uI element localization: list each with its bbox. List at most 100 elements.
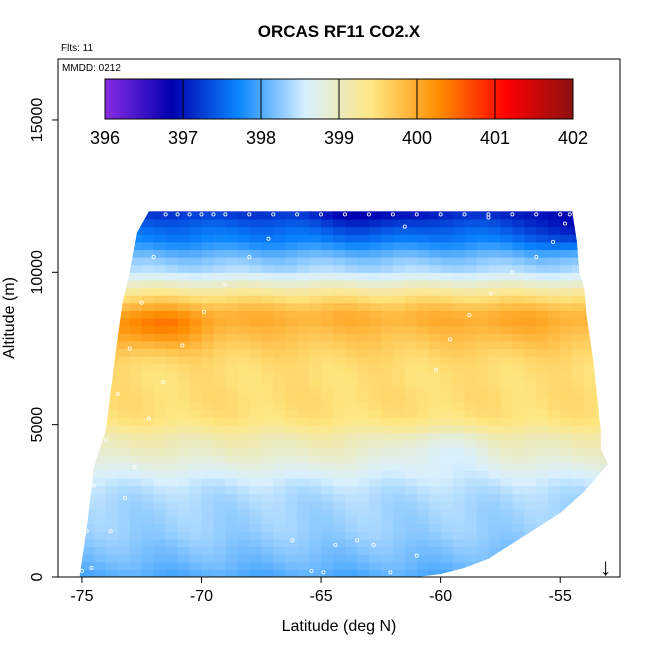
co2-cell: [81, 470, 95, 479]
co2-cell: [596, 279, 609, 289]
co2-cell: [356, 211, 370, 220]
co2-cell: [584, 295, 597, 304]
co2-cell: [500, 325, 513, 334]
co2-cell: [79, 356, 83, 365]
co2-cell: [249, 447, 262, 456]
co2-cell: [476, 462, 490, 471]
co2-cell: [476, 569, 490, 577]
co2-cell: [560, 409, 573, 418]
co2-cell: [608, 485, 609, 494]
co2-cell: [79, 218, 83, 228]
co2-cell: [536, 287, 549, 296]
co2-cell: [344, 333, 358, 342]
co2-cell: [596, 302, 609, 311]
co2-cell: [249, 363, 262, 372]
co2-cell: [464, 508, 478, 517]
co2-cell: [476, 218, 490, 228]
co2-cell: [464, 409, 478, 418]
co2-cell: [237, 424, 250, 433]
co2-cell: [512, 340, 525, 350]
co2-cell: [464, 531, 478, 540]
co2-cell: [512, 569, 525, 577]
co2-cell: [333, 409, 346, 418]
flight-track-point: [558, 212, 563, 217]
co2-cell: [105, 561, 119, 570]
co2-cell: [452, 257, 466, 266]
co2-cell: [368, 356, 382, 365]
co2-cell: [201, 371, 215, 380]
co2-cell: [344, 546, 358, 555]
co2-cell: [237, 356, 250, 365]
co2-cell: [440, 264, 454, 273]
co2-cell: [440, 325, 454, 334]
co2-cell: [81, 287, 95, 296]
co2-cell: [285, 508, 298, 517]
co2-cell: [560, 318, 573, 327]
co2-cell: [333, 272, 346, 281]
co2-cell: [548, 538, 561, 548]
co2-cell: [548, 485, 561, 494]
co2-cell: [237, 218, 250, 228]
co2-cell: [464, 516, 478, 525]
co2-cell: [285, 272, 298, 281]
co2-cell: [285, 493, 298, 502]
co2-cell: [285, 302, 298, 311]
x-tick-label: -60: [429, 588, 452, 605]
flight-track-point: [84, 529, 89, 534]
co2-cell: [129, 279, 143, 289]
co2-cell: [333, 378, 346, 388]
sample-point: [488, 291, 493, 296]
co2-cell: [524, 257, 537, 266]
co2-cell: [321, 249, 334, 258]
co2-cell: [524, 394, 537, 403]
co2-cell: [440, 241, 454, 251]
co2-cell: [572, 325, 585, 334]
co2-cell: [285, 211, 298, 212]
co2-cell: [356, 470, 370, 479]
co2-cell: [464, 477, 478, 487]
co2-cell: [153, 516, 167, 525]
co2-cell: [536, 439, 549, 449]
co2-cell: [225, 462, 238, 471]
co2-cell: [392, 272, 406, 281]
co2-cell: [356, 249, 370, 258]
co2-cell: [333, 401, 346, 411]
co2-cell: [93, 211, 107, 212]
co2-cell: [165, 340, 179, 350]
co2-cell: [512, 378, 525, 388]
co2-cell: [584, 424, 597, 433]
co2-cell: [285, 356, 298, 365]
co2-cell: [297, 211, 310, 212]
co2-cell: [177, 333, 191, 342]
co2-cell: [225, 318, 238, 327]
co2-cell: [440, 386, 454, 395]
co2-cell: [333, 394, 346, 403]
co2-cell: [440, 234, 454, 243]
co2-cell: [165, 523, 179, 532]
co2-cell: [440, 249, 454, 258]
co2-cell: [81, 325, 95, 334]
co2-cell: [117, 348, 131, 357]
co2-cell: [249, 302, 262, 311]
co2-cell: [237, 523, 250, 532]
co2-cell: [117, 477, 131, 487]
co2-cell: [368, 264, 382, 273]
co2-cell: [213, 325, 227, 334]
co2-cell: [512, 546, 525, 555]
co2-cell: [213, 432, 227, 441]
co2-cell: [81, 378, 95, 388]
co2-cell: [273, 333, 286, 342]
co2-cell: [560, 234, 573, 243]
co2-cell: [333, 234, 346, 243]
co2-cell: [428, 493, 442, 502]
co2-cell: [297, 249, 310, 258]
co2-cell: [464, 378, 478, 388]
co2-cell: [201, 378, 215, 388]
co2-cell: [536, 455, 549, 464]
co2-cell: [141, 417, 155, 426]
co2-cell: [416, 523, 430, 532]
co2-cell: [129, 211, 143, 212]
co2-cell: [500, 462, 513, 471]
co2-cell: [153, 264, 167, 273]
co2-cell: [512, 249, 525, 258]
